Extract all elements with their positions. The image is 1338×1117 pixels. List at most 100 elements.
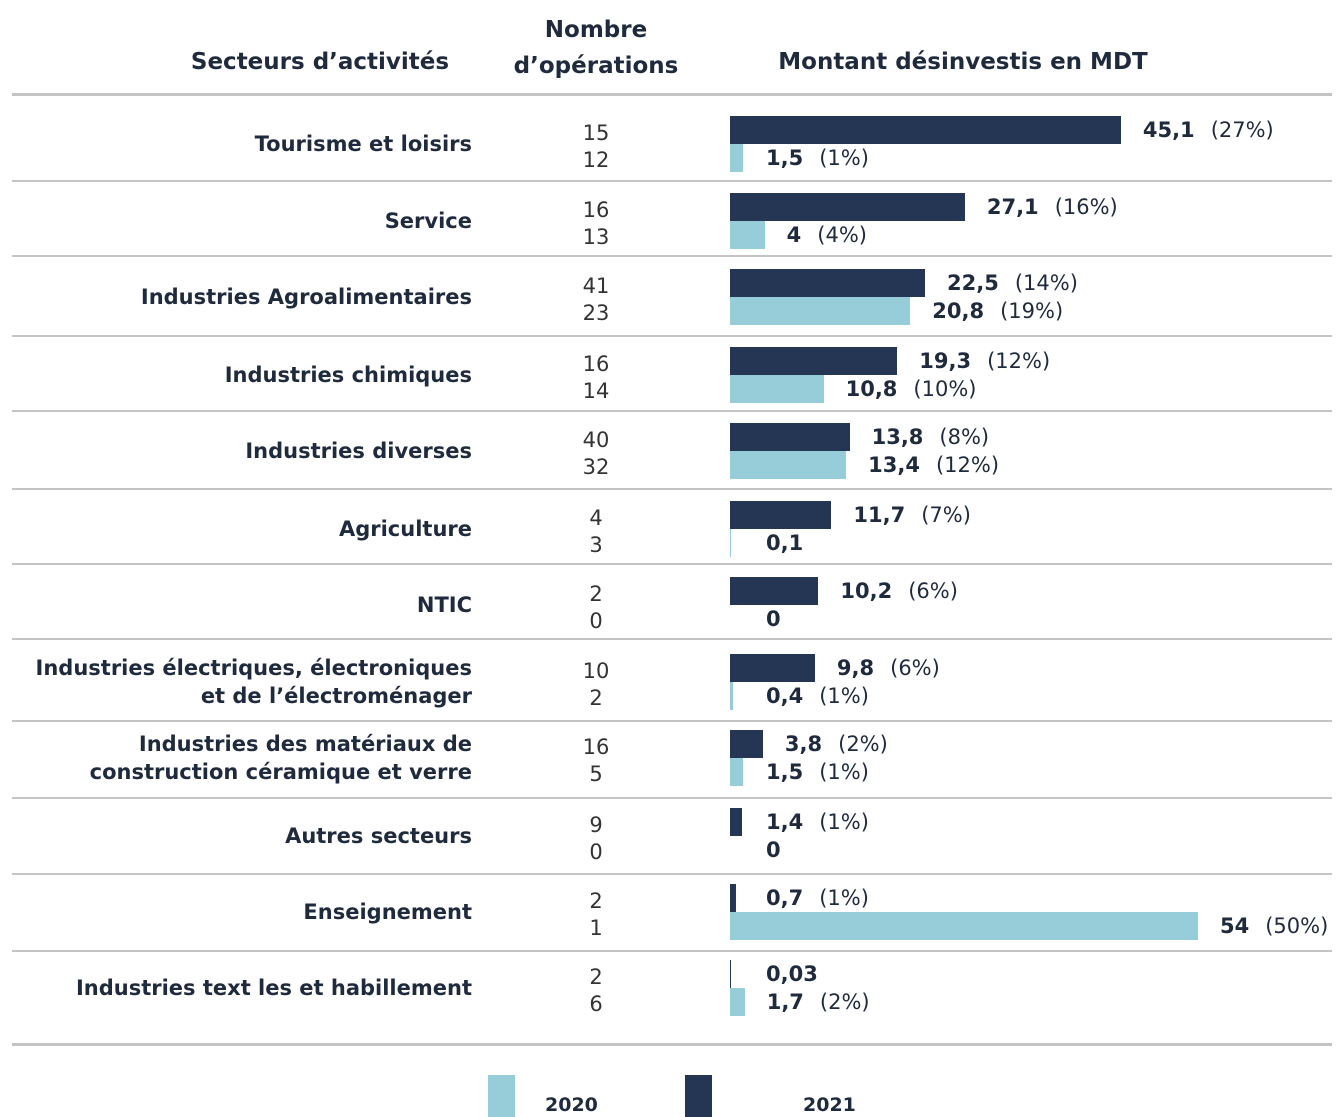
value-label-group: 0,1 bbox=[766, 531, 803, 555]
operations-count: 2 bbox=[589, 965, 603, 989]
share-label: (1%) bbox=[819, 760, 869, 784]
value-label: 3,8 bbox=[784, 732, 823, 756]
category-label: Agriculture bbox=[338, 517, 472, 541]
share-label: (2%) bbox=[819, 990, 870, 1014]
value-label: 13,8 bbox=[871, 425, 924, 449]
value-label: 54 bbox=[1220, 914, 1250, 938]
category-label: Service bbox=[384, 209, 472, 233]
value-label-group: 1,5 (1%) bbox=[766, 760, 869, 784]
share-label: (12%) bbox=[987, 349, 1051, 373]
bar bbox=[730, 193, 965, 221]
value-label: 0 bbox=[766, 838, 781, 862]
operations-count: 14 bbox=[582, 379, 610, 403]
value-label-group: 1,4 (1%) bbox=[766, 810, 869, 834]
operations-count: 15 bbox=[582, 121, 610, 145]
share-label: (50%) bbox=[1265, 914, 1329, 938]
operations-count: 41 bbox=[582, 274, 610, 298]
category-label: NTIC bbox=[416, 593, 472, 617]
operations-count: 12 bbox=[582, 148, 610, 172]
operations-count: 40 bbox=[582, 428, 610, 452]
operations-count: 0 bbox=[589, 840, 603, 864]
bar bbox=[730, 423, 850, 451]
separator bbox=[12, 180, 1332, 182]
separator bbox=[12, 93, 1332, 96]
share-label: (1%) bbox=[819, 146, 869, 170]
category-label: Industries diverses bbox=[245, 439, 472, 463]
value-label-group: 20,8 (19%) bbox=[932, 299, 1063, 323]
value-label: 1,7 bbox=[766, 990, 804, 1014]
operations-count: 3 bbox=[589, 533, 603, 557]
separator bbox=[12, 797, 1332, 799]
bar bbox=[730, 884, 737, 912]
value-label-group: 1,7 (2%) bbox=[767, 990, 870, 1014]
legend-swatch bbox=[488, 1075, 515, 1117]
value-label: 11,7 bbox=[853, 503, 906, 527]
share-label: (1%) bbox=[819, 684, 869, 708]
bar bbox=[730, 116, 1121, 144]
bar bbox=[730, 654, 815, 682]
value-label-group: 9,8 (6%) bbox=[837, 656, 940, 680]
share-label: (6%) bbox=[908, 579, 958, 603]
value-label-group: 10,2 (6%) bbox=[840, 579, 958, 603]
header-amount: Montant désinvestis en MDT bbox=[778, 49, 1148, 75]
share-label: (19%) bbox=[1000, 299, 1064, 323]
separator bbox=[12, 488, 1332, 490]
value-label-group: 10,8 (10%) bbox=[846, 377, 977, 401]
value-label-group: 3,8 (2%) bbox=[785, 732, 888, 756]
value-label-group: 0,4 (1%) bbox=[766, 684, 869, 708]
value-label-group: 11,7 (7%) bbox=[853, 503, 971, 527]
operations-count: 23 bbox=[582, 301, 610, 325]
value-label: 9,8 bbox=[836, 656, 875, 680]
value-label: 27,1 bbox=[986, 195, 1039, 219]
operations-count: 2 bbox=[589, 582, 603, 606]
separator bbox=[12, 873, 1332, 875]
value-label: 22,5 bbox=[947, 271, 999, 295]
share-label: (6%) bbox=[890, 656, 940, 680]
bar bbox=[730, 730, 763, 758]
value-label: 1,5 bbox=[766, 760, 804, 784]
operations-count: 13 bbox=[582, 225, 610, 249]
separator bbox=[12, 335, 1332, 337]
value-label: 1,5 bbox=[766, 146, 804, 170]
category-label: Industries des matériaux de construction… bbox=[89, 732, 472, 784]
bar bbox=[730, 375, 824, 403]
header-sector: Secteurs d’activités bbox=[190, 49, 450, 75]
value-label: 20,8 bbox=[932, 299, 985, 323]
bar bbox=[730, 808, 743, 836]
operations-count: 6 bbox=[589, 992, 603, 1016]
separator bbox=[12, 563, 1332, 565]
bar bbox=[730, 529, 731, 557]
separator bbox=[12, 638, 1332, 640]
separator bbox=[12, 410, 1332, 412]
bar bbox=[730, 501, 832, 529]
value-label: 10,2 bbox=[840, 579, 893, 603]
value-label-group: 13,4 (12%) bbox=[868, 453, 999, 477]
legend-label: 2020 bbox=[545, 1094, 598, 1116]
value-label-group: 13,8 (8%) bbox=[872, 425, 990, 449]
bar bbox=[730, 988, 745, 1016]
value-label-group: 0 bbox=[766, 607, 781, 631]
value-label-group: 0,7 (1%) bbox=[766, 886, 869, 910]
separator bbox=[12, 1043, 1332, 1046]
share-label: (4%) bbox=[817, 223, 867, 247]
value-label-group: 27,1 (16%) bbox=[987, 195, 1118, 219]
operations-count: 10 bbox=[582, 659, 610, 683]
header-count: Nombre d’opérations bbox=[513, 17, 679, 79]
operations-count: 16 bbox=[582, 198, 610, 222]
legend-label: 2021 bbox=[803, 1094, 856, 1116]
value-label: 45,1 bbox=[1142, 118, 1195, 142]
value-label-group: 0,03 bbox=[766, 962, 818, 986]
operations-count: 4 bbox=[589, 506, 603, 530]
value-label: 10,8 bbox=[845, 377, 898, 401]
category-label: Autres secteurs bbox=[285, 824, 472, 848]
value-label: 0 bbox=[766, 607, 781, 631]
operations-count: 16 bbox=[582, 735, 610, 759]
value-label: 0,4 bbox=[766, 684, 804, 708]
value-label-group: 4 (4%) bbox=[787, 223, 867, 247]
category-label: Industries électriques, électroniques et… bbox=[35, 656, 472, 708]
bar bbox=[730, 297, 911, 325]
separator bbox=[12, 255, 1332, 257]
bar bbox=[730, 347, 898, 375]
value-label-group: 22,5 (14%) bbox=[947, 271, 1078, 295]
